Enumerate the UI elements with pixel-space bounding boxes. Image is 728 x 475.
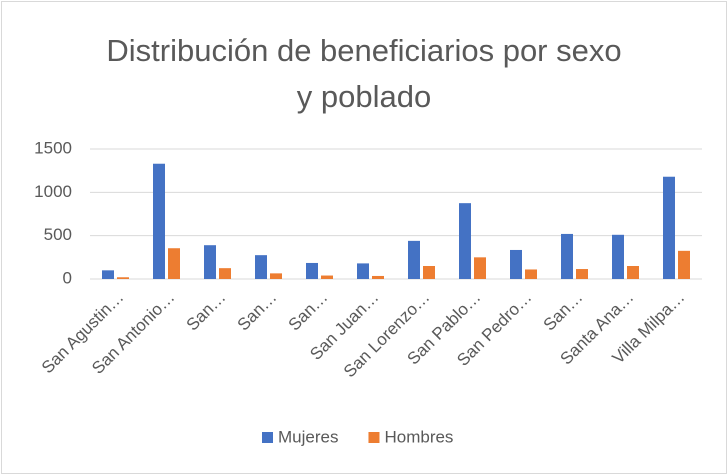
- y-tick-label: 1000: [34, 182, 72, 201]
- bar: [306, 262, 318, 279]
- bar: [525, 269, 537, 279]
- chart-title: Distribución de beneficiarios por sexo y…: [106, 33, 622, 114]
- bar: [678, 250, 690, 279]
- bar: [510, 249, 522, 279]
- bar: [357, 263, 369, 279]
- legend-label: Hombres: [384, 427, 453, 446]
- bar: [270, 273, 282, 279]
- bar: [408, 240, 420, 279]
- bar: [219, 268, 231, 279]
- legend-swatch: [368, 432, 380, 443]
- bar: [204, 245, 216, 279]
- bar: [576, 269, 588, 279]
- bar: [423, 266, 435, 279]
- legend-label: Mujeres: [278, 427, 338, 446]
- bar: [255, 255, 267, 279]
- bar: [561, 233, 573, 279]
- bar: [474, 257, 486, 279]
- bar: [372, 275, 384, 279]
- y-tick-label: 0: [63, 268, 72, 287]
- bar: [459, 203, 471, 279]
- bar: [153, 163, 165, 279]
- bar: [102, 270, 114, 279]
- bar: [612, 234, 624, 279]
- bar: [321, 275, 333, 279]
- y-tick-label: 1500: [34, 138, 72, 157]
- bar: [627, 266, 639, 279]
- legend-swatch: [262, 432, 273, 443]
- bar: [117, 277, 129, 279]
- bar: [168, 248, 180, 279]
- bar: [663, 176, 675, 279]
- y-tick-label: 500: [44, 225, 72, 244]
